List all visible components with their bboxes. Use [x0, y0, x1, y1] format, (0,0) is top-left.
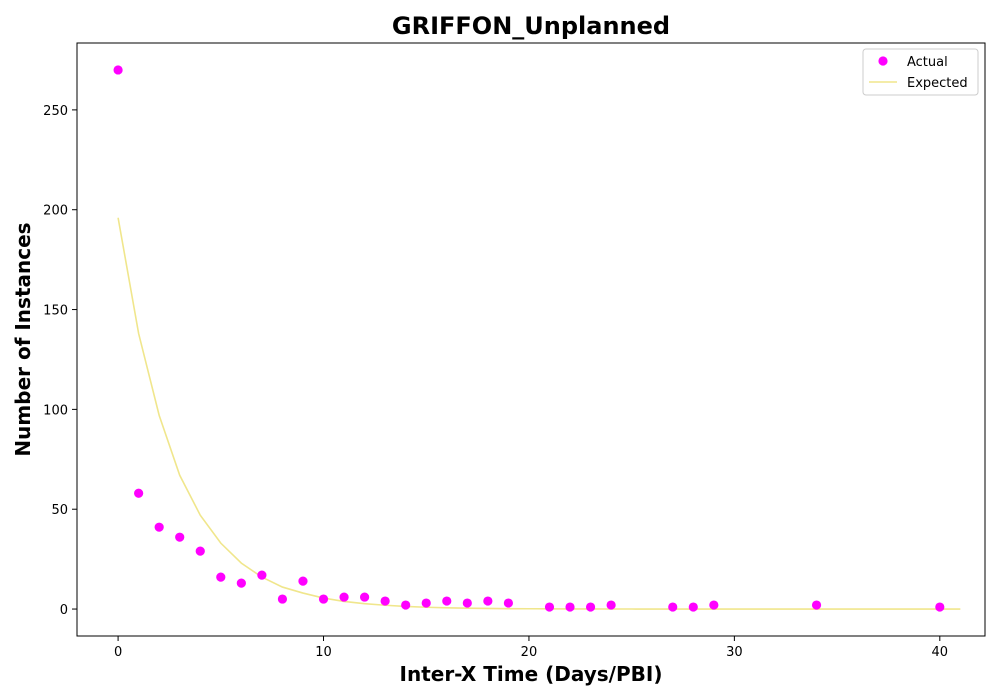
y-tick-label: 200: [43, 204, 68, 219]
legend-box: [862, 48, 979, 96]
actual-point: [606, 600, 616, 610]
x-axis: 0 10 20 30 40: [114, 636, 948, 660]
actual-point: [134, 488, 144, 498]
actual-point: [216, 572, 226, 582]
actual-point: [544, 602, 555, 612]
actual-point: [503, 598, 514, 608]
actual-point: [360, 592, 370, 602]
actual-point: [811, 600, 822, 610]
x-tick-label: 40: [932, 645, 949, 660]
x-tick-label: 10: [315, 645, 332, 660]
actual-point: [339, 592, 349, 602]
actual-point: [401, 600, 411, 610]
actual-point: [565, 602, 575, 612]
x-tick-label: 20: [521, 645, 538, 660]
actual-point: [113, 65, 123, 75]
x-tick-label: 30: [726, 645, 743, 660]
legend-label: Expected: [907, 76, 968, 91]
actual-point: [462, 598, 472, 608]
actual-point: [175, 532, 185, 542]
actual-point: [442, 596, 452, 606]
actual-point: [421, 598, 431, 608]
actual-point: [236, 578, 246, 588]
legend-label: Actual: [907, 55, 948, 70]
actual-point: [709, 600, 719, 610]
actual-point: [688, 602, 698, 612]
legend: Actual Expected: [862, 48, 979, 96]
legend-marker-actual: [878, 56, 888, 66]
y-tick-label: 50: [51, 503, 68, 518]
actual-point: [380, 596, 390, 606]
y-tick-label: 0: [60, 603, 68, 618]
plot-area: [113, 65, 961, 612]
actual-point: [483, 596, 493, 606]
actual-point: [195, 546, 205, 556]
y-axis-label: Number of Instances: [11, 222, 35, 456]
actual-point: [935, 602, 945, 612]
x-tick-label: 0: [114, 645, 122, 660]
actual-point: [154, 522, 164, 532]
expected-line: [117, 217, 961, 610]
chart-title: GRIFFON_Unplanned: [392, 12, 670, 40]
x-axis-label: Inter-X Time (Days/PBI): [400, 662, 663, 686]
actual-point: [277, 594, 288, 604]
y-axis: 0 50 100 150 200 250: [43, 104, 77, 618]
actual-point: [585, 602, 596, 612]
actual-point: [668, 602, 678, 612]
plot-frame: [76, 42, 986, 637]
y-tick-label: 150: [43, 304, 68, 319]
actual-point: [257, 570, 267, 580]
y-tick-label: 100: [43, 403, 68, 418]
actual-point: [298, 576, 308, 586]
actual-point: [318, 594, 329, 604]
y-tick-label: 250: [43, 104, 68, 119]
